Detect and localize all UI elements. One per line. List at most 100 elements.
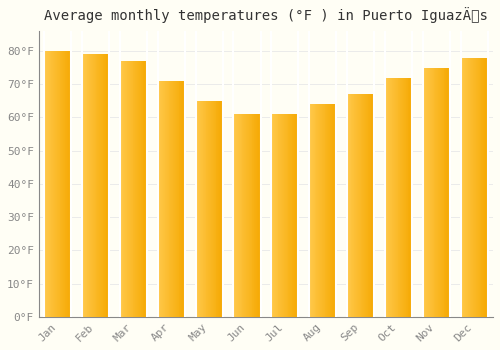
- Bar: [142, 61, 144, 317]
- Bar: [199, 101, 200, 317]
- Bar: [321, 104, 322, 317]
- Bar: [401, 78, 402, 317]
- Bar: [422, 68, 424, 317]
- Bar: [292, 114, 293, 317]
- Bar: [396, 78, 398, 317]
- Bar: [245, 114, 246, 317]
- Bar: [244, 114, 245, 317]
- Bar: [104, 54, 106, 317]
- Bar: [163, 81, 164, 317]
- Bar: [239, 114, 240, 317]
- Bar: [237, 114, 238, 317]
- Bar: [424, 68, 426, 317]
- Bar: [204, 101, 206, 317]
- Bar: [83, 54, 84, 317]
- Bar: [53, 51, 54, 317]
- Bar: [411, 78, 412, 317]
- Bar: [400, 78, 401, 317]
- Bar: [64, 51, 65, 317]
- Bar: [282, 114, 283, 317]
- Bar: [44, 51, 45, 317]
- Bar: [136, 61, 137, 317]
- Bar: [393, 78, 394, 317]
- Bar: [391, 78, 392, 317]
- Bar: [58, 51, 59, 317]
- Bar: [50, 51, 51, 317]
- Bar: [328, 104, 329, 317]
- Bar: [201, 101, 202, 317]
- Bar: [438, 68, 439, 317]
- Bar: [477, 58, 478, 317]
- Bar: [134, 61, 136, 317]
- Bar: [388, 78, 390, 317]
- Bar: [348, 94, 349, 317]
- Bar: [103, 54, 104, 317]
- Bar: [235, 114, 236, 317]
- Bar: [100, 54, 101, 317]
- Bar: [467, 58, 468, 317]
- Bar: [483, 58, 484, 317]
- Bar: [278, 114, 280, 317]
- Bar: [434, 68, 436, 317]
- Bar: [208, 101, 209, 317]
- Bar: [465, 58, 466, 317]
- Bar: [184, 81, 185, 317]
- Bar: [162, 81, 163, 317]
- Bar: [326, 104, 328, 317]
- Bar: [318, 104, 319, 317]
- Bar: [70, 51, 72, 317]
- Bar: [218, 101, 219, 317]
- Bar: [120, 61, 122, 317]
- Bar: [89, 54, 90, 317]
- Bar: [370, 94, 372, 317]
- Bar: [486, 58, 487, 317]
- Bar: [127, 61, 128, 317]
- Bar: [88, 54, 89, 317]
- Bar: [128, 61, 129, 317]
- Bar: [129, 61, 130, 317]
- Bar: [284, 114, 285, 317]
- Bar: [390, 78, 391, 317]
- Bar: [402, 78, 403, 317]
- Bar: [250, 114, 252, 317]
- Bar: [405, 78, 406, 317]
- Bar: [291, 114, 292, 317]
- Bar: [258, 114, 259, 317]
- Bar: [364, 94, 365, 317]
- Bar: [448, 68, 449, 317]
- Bar: [473, 58, 474, 317]
- Bar: [441, 68, 442, 317]
- Bar: [84, 54, 86, 317]
- Bar: [272, 114, 273, 317]
- Bar: [52, 51, 53, 317]
- Bar: [168, 81, 170, 317]
- Bar: [468, 58, 469, 317]
- Bar: [202, 101, 203, 317]
- Bar: [349, 94, 350, 317]
- Bar: [214, 101, 216, 317]
- Bar: [385, 78, 386, 317]
- Bar: [406, 78, 408, 317]
- Bar: [436, 68, 437, 317]
- Bar: [170, 81, 172, 317]
- Bar: [93, 54, 94, 317]
- Bar: [65, 51, 66, 317]
- Bar: [429, 68, 430, 317]
- Bar: [386, 78, 388, 317]
- Bar: [216, 101, 218, 317]
- Bar: [446, 68, 447, 317]
- Bar: [200, 101, 201, 317]
- Bar: [124, 61, 126, 317]
- Bar: [365, 94, 366, 317]
- Bar: [86, 54, 88, 317]
- Bar: [285, 114, 286, 317]
- Bar: [358, 94, 360, 317]
- Bar: [428, 68, 429, 317]
- Bar: [432, 68, 434, 317]
- Bar: [356, 94, 357, 317]
- Bar: [482, 58, 483, 317]
- Bar: [56, 51, 57, 317]
- Bar: [404, 78, 405, 317]
- Bar: [427, 68, 428, 317]
- Bar: [140, 61, 141, 317]
